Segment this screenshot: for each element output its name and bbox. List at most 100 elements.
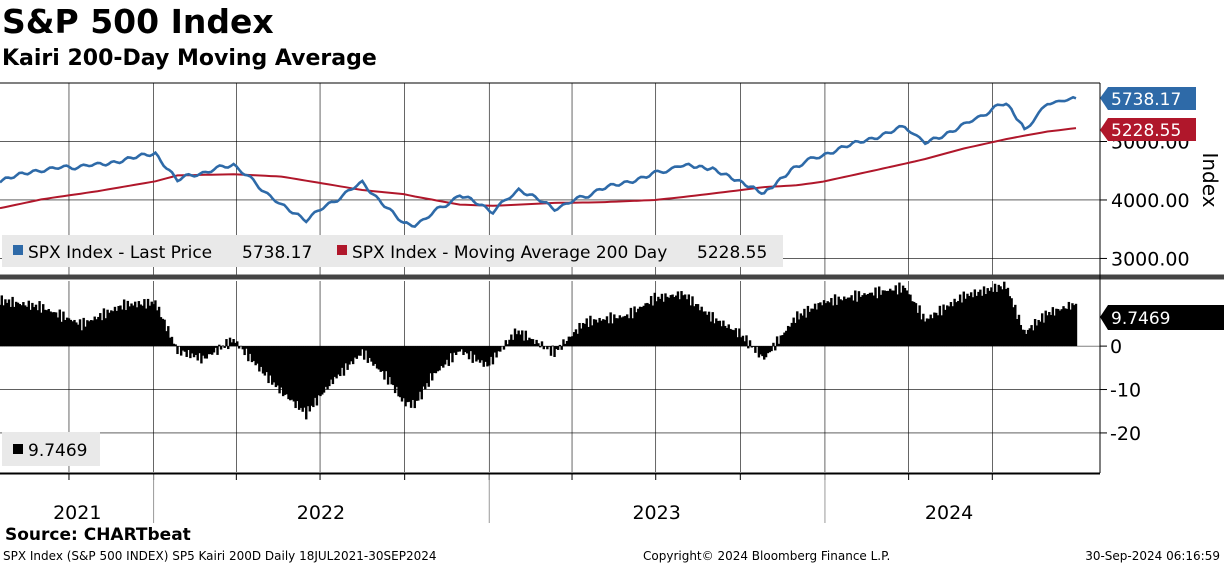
kairi-bar-139	[252, 346, 256, 361]
kairi-bar-180	[326, 346, 329, 390]
kairi-bar-51	[91, 320, 95, 347]
kairi-bar-124	[225, 339, 228, 347]
kairi-bar-427	[774, 346, 777, 351]
moving-average-tag: 5228.55	[1100, 118, 1196, 141]
kairi-bar-327	[592, 319, 596, 347]
top-legend: SPX Index - Last Price 5738.17 SPX Index…	[2, 235, 783, 267]
kairi-bar-150	[272, 346, 276, 383]
kairi-bar-573	[1040, 313, 1044, 347]
kairi-bar-45	[80, 330, 84, 347]
kairi-bar-48	[86, 320, 89, 347]
kairi-bar-210	[381, 346, 384, 372]
kairi-bar-263	[477, 346, 480, 360]
kairi-bar-541	[982, 286, 986, 347]
kairi-bar-192	[348, 346, 351, 365]
kairi-bar-510	[925, 318, 929, 347]
kairi-bar-495	[898, 282, 901, 347]
kairi-bar-471	[854, 290, 857, 347]
kairi-bar-234	[424, 346, 427, 390]
kairi-bar-271	[491, 346, 495, 365]
kairi-bar-103	[187, 346, 190, 351]
kairi-bar-369	[669, 295, 673, 347]
kairi-bar-480	[870, 292, 874, 347]
kairi-bar-241	[436, 346, 439, 372]
kairi-bar-213	[386, 346, 390, 385]
legend-swatch-kairi	[13, 444, 23, 454]
kairi-bar-429	[777, 343, 781, 347]
kairi-bar-581	[1055, 308, 1058, 347]
kairi-bar-6	[9, 306, 12, 347]
kairi-bar-467	[846, 297, 850, 347]
kairi-bar-60	[108, 312, 111, 347]
kairi-bar-544	[988, 290, 991, 347]
kairi-bar-120	[218, 344, 221, 347]
kairi-bar-166	[301, 346, 304, 412]
kairi-bar-547	[993, 283, 997, 347]
kairi-bar-209	[379, 346, 382, 372]
kairi-bar-194	[351, 346, 355, 365]
kairi-bar-173	[313, 346, 317, 398]
kairi-bar-525	[953, 298, 956, 347]
kairi-bar-175	[317, 346, 320, 396]
kairi-bar-291	[528, 337, 531, 347]
kairi-bar-266	[482, 346, 485, 367]
kairi-bar-163	[296, 346, 299, 402]
kairi-bar-418	[757, 346, 761, 358]
kairi-bar-84	[152, 304, 155, 347]
kairi-bar-288	[522, 340, 526, 347]
kairi-bar-543	[986, 288, 989, 347]
kairi-bar-38	[67, 318, 71, 347]
legend-label-last-price-name: SPX Index - Last Price	[28, 243, 212, 263]
kairi-bar-507	[920, 319, 923, 347]
kairi-bar-259	[469, 346, 473, 352]
kairi-bar-216	[392, 346, 395, 386]
kairi-bar-378	[685, 299, 689, 347]
kairi-bar-421	[763, 346, 766, 360]
kairi-bar-202	[366, 346, 370, 363]
kairi-bar-364	[660, 293, 664, 347]
kairi-bar-354	[642, 305, 645, 347]
kairi-bar-344	[624, 315, 627, 347]
kairi-bar-382	[693, 306, 696, 347]
kairi-bar-254	[460, 346, 463, 350]
kairi-bar-188	[340, 346, 344, 368]
kairi-bar-479	[868, 292, 872, 347]
kairi-bar-86	[156, 310, 159, 347]
kairi-bar-20	[34, 304, 38, 347]
kairi-bar-574	[1042, 322, 1046, 347]
kairi-bar-7	[11, 296, 14, 347]
kairi-bar-557	[1012, 307, 1015, 347]
kairi-bar-279	[506, 344, 509, 347]
kairi-bar-35	[62, 311, 65, 347]
kairi-bar-238	[431, 346, 434, 381]
kairi-bar-436	[790, 322, 794, 347]
kairi-bar-535	[971, 297, 975, 347]
kairi-bar-350	[635, 312, 638, 347]
kairi-bar-546	[992, 291, 995, 347]
bottom-panel-y-ticks: 0 -10 -20	[1100, 336, 1141, 445]
kairi-bar-379	[687, 294, 691, 347]
kairi-bar-556	[1010, 298, 1013, 347]
kairi-bar-484	[877, 286, 881, 347]
kairi-bar-426	[772, 342, 775, 347]
kairi-bar-47	[84, 326, 87, 347]
kairi-bar-182	[329, 346, 333, 380]
kairi-bar-589	[1069, 309, 1072, 347]
kairi-bar-553	[1004, 289, 1008, 347]
kairi-bar-277	[502, 346, 506, 350]
kairi-bar-153	[278, 346, 281, 394]
kairi-bar-459	[832, 305, 835, 347]
kairi-bar-237	[429, 346, 432, 374]
kairi-bar-338	[613, 314, 616, 347]
kairi-bar-140	[254, 346, 257, 366]
kairi-bar-171	[310, 346, 313, 406]
kairi-bar-190	[344, 346, 347, 364]
bottom-panel-gridlines	[0, 345, 1100, 434]
kairi-bar-443	[803, 308, 806, 347]
kairi-bar-64	[115, 310, 118, 347]
kairi-bar-303	[549, 346, 553, 356]
kairi-bar-136	[247, 346, 250, 362]
kairi-bar-105	[191, 346, 194, 354]
kairi-bar-256	[464, 346, 467, 353]
kairi-bar-493	[894, 285, 897, 347]
